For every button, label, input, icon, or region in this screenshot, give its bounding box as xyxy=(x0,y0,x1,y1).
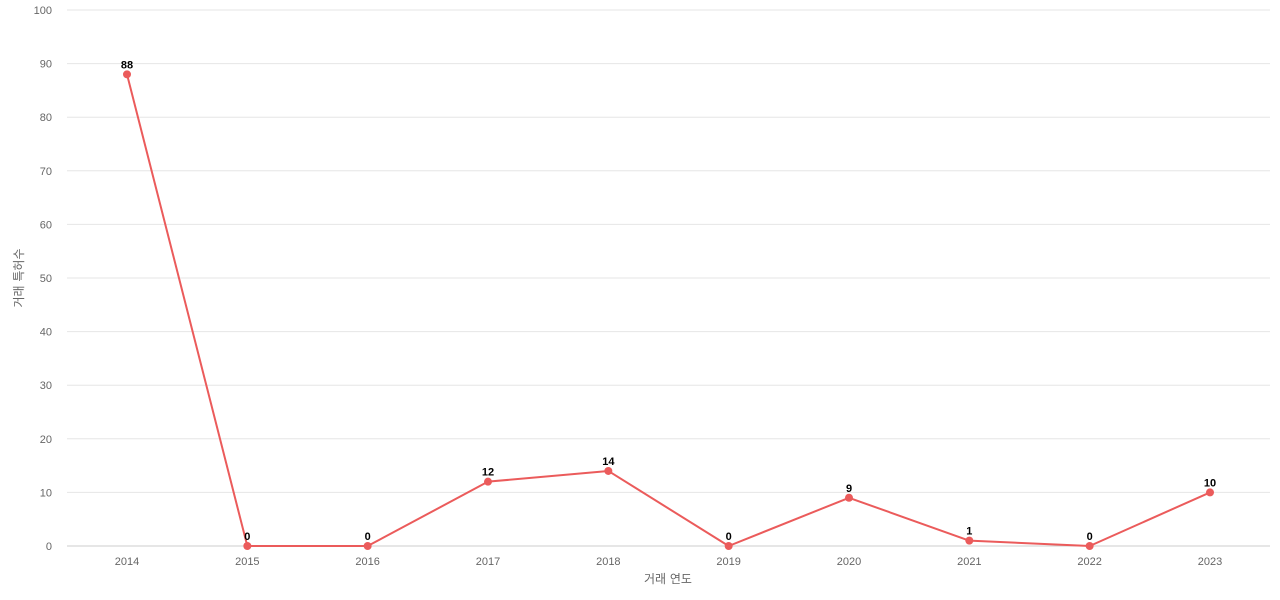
data-label: 14 xyxy=(602,456,615,468)
data-label: 0 xyxy=(244,531,250,543)
data-point[interactable] xyxy=(1085,542,1094,550)
data-point[interactable] xyxy=(123,70,131,79)
data-point[interactable] xyxy=(965,536,974,545)
data-label: 0 xyxy=(1087,531,1093,543)
y-tick-label: 20 xyxy=(40,434,52,446)
y-tick-label: 50 xyxy=(40,273,52,285)
series xyxy=(123,70,1214,550)
data-label: 9 xyxy=(846,483,852,495)
data-label: 1 xyxy=(966,526,972,538)
x-tick-label: 2018 xyxy=(596,556,620,568)
series-line xyxy=(126,74,1211,547)
y-tick-label: 30 xyxy=(40,380,52,392)
data-point[interactable] xyxy=(604,466,613,475)
x-tick-label: 2015 xyxy=(235,556,259,568)
x-axis-ticks: 2014 2015 2016 2017 2018 2019 2020 2021 2022 2023 xyxy=(115,556,1222,568)
x-tick-label: 2023 xyxy=(1198,556,1222,568)
x-tick-label: 2020 xyxy=(837,556,861,568)
data-label: 88 xyxy=(121,59,133,71)
y-tick-label: 10 xyxy=(40,487,52,499)
x-axis-title: 거래 연도 xyxy=(644,572,692,586)
x-tick-label: 2022 xyxy=(1077,556,1101,568)
x-tick-label: 2019 xyxy=(716,556,740,568)
y-tick-label: 90 xyxy=(40,59,52,71)
y-axis-title: 거래 특허수 xyxy=(12,248,26,307)
x-tick-label: 2021 xyxy=(957,556,981,568)
data-point[interactable] xyxy=(363,542,372,550)
gridlines xyxy=(67,9,1270,547)
x-tick-label: 2014 xyxy=(115,556,139,568)
y-tick-label: 100 xyxy=(34,5,52,17)
y-tick-label: 70 xyxy=(40,166,52,178)
y-tick-label: 40 xyxy=(40,327,52,339)
data-point[interactable] xyxy=(845,493,853,502)
data-label: 10 xyxy=(1204,477,1216,489)
y-tick-label: 0 xyxy=(46,541,52,553)
y-axis-ticks: 0 10 20 30 40 50 60 70 80 90 100 xyxy=(34,5,52,553)
data-label: 0 xyxy=(365,531,371,543)
y-tick-label: 80 xyxy=(40,112,52,124)
data-point[interactable] xyxy=(724,542,733,550)
data-label: 12 xyxy=(482,467,494,479)
x-tick-label: 2017 xyxy=(476,556,500,568)
y-tick-label: 60 xyxy=(40,219,52,231)
data-point[interactable] xyxy=(243,542,252,550)
data-label: 0 xyxy=(726,531,732,543)
data-point[interactable] xyxy=(484,477,492,486)
x-tick-label: 2016 xyxy=(355,556,379,568)
data-point[interactable] xyxy=(1206,488,1214,497)
